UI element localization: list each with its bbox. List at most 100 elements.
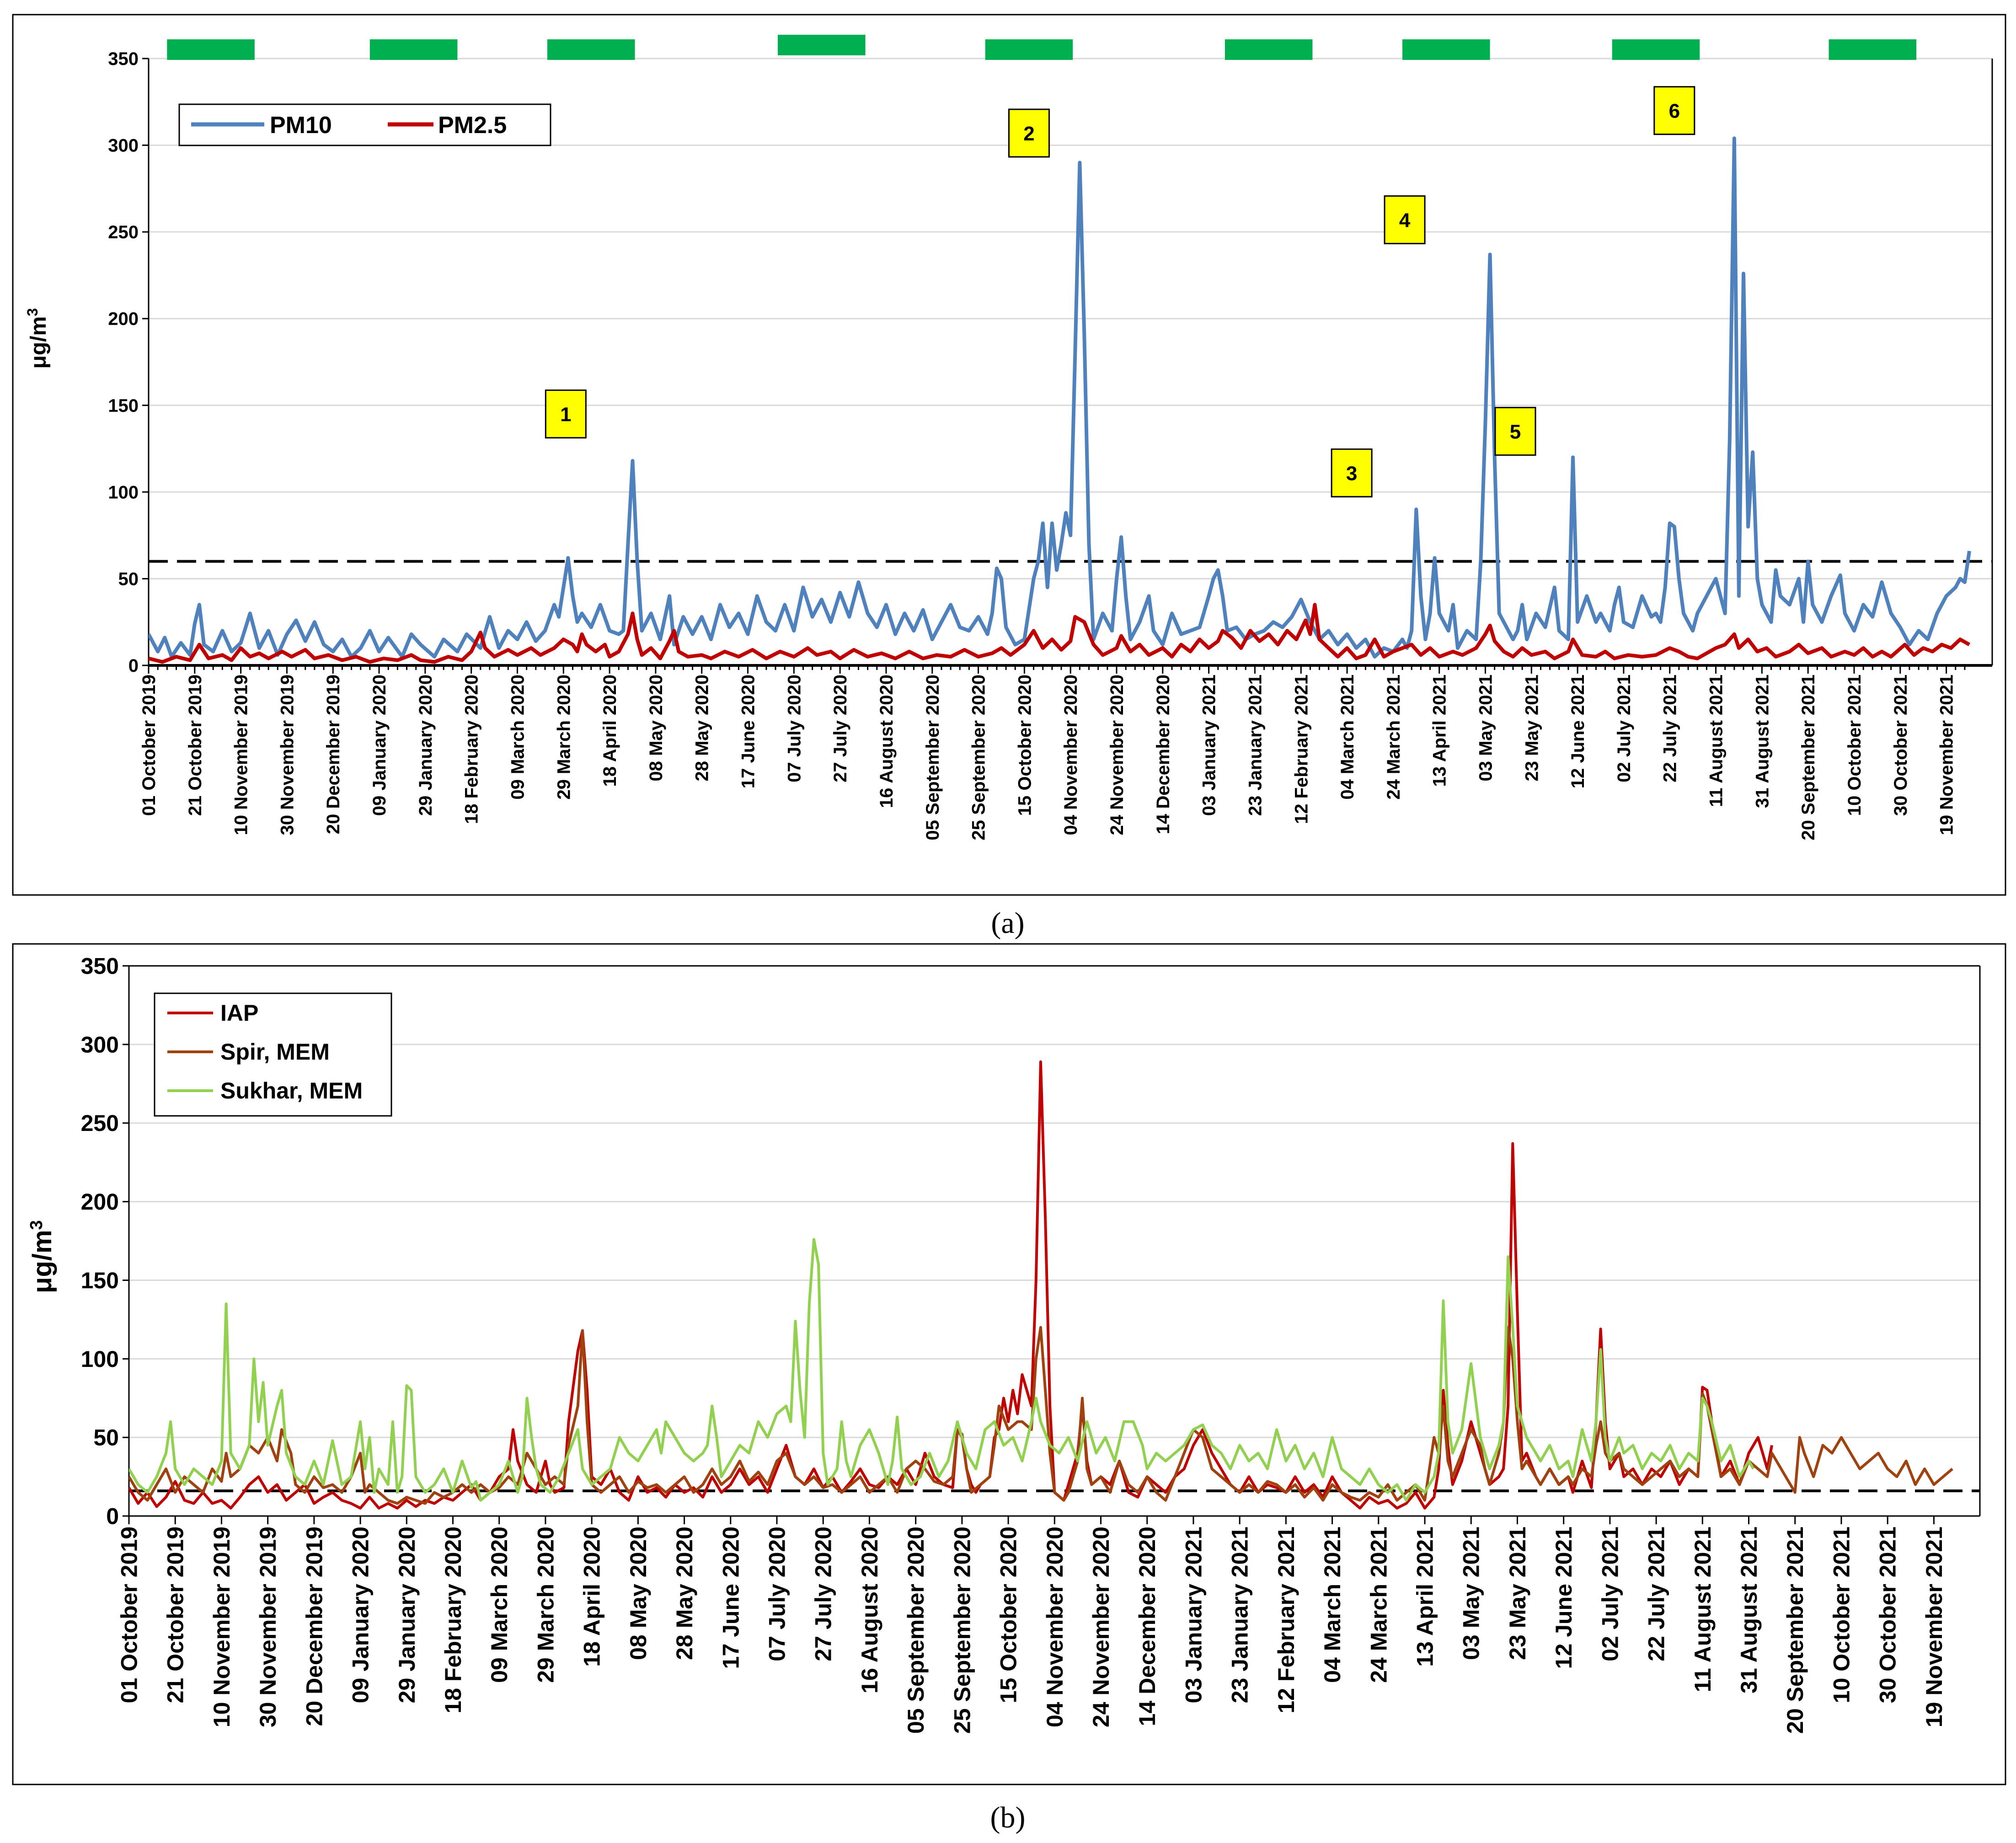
annotation-box bbox=[1494, 407, 1536, 456]
x-tick-label: 05 September 2020 bbox=[903, 1527, 929, 1734]
x-tick-label: 22 July 2021 bbox=[1644, 1527, 1669, 1661]
event-bar bbox=[369, 39, 458, 60]
annotation-label: 1 bbox=[560, 403, 571, 426]
x-tick-label: 10 November 2019 bbox=[209, 1527, 235, 1727]
legend-iap-label: IAP bbox=[220, 1000, 258, 1026]
x-tick-label: 18 April 2020 bbox=[579, 1527, 605, 1667]
event-bar bbox=[985, 39, 1073, 60]
y-tick-label: 300 bbox=[81, 1032, 119, 1057]
x-tick-label: 24 March 2021 bbox=[1366, 1527, 1391, 1683]
x-tick-label: 28 May 2020 bbox=[672, 1527, 697, 1660]
y-tick-label: 100 bbox=[81, 1346, 119, 1372]
x-tick-label: 20 December 2019 bbox=[301, 1527, 327, 1726]
y-tick-label: 50 bbox=[118, 569, 139, 589]
legend-pm25-label: PM2.5 bbox=[438, 112, 507, 139]
x-tick-label: 22 July 2021 bbox=[1660, 675, 1680, 782]
y-tick-label: 250 bbox=[108, 222, 139, 242]
x-tick-label: 04 November 2020 bbox=[1061, 675, 1081, 835]
x-tick-label: 15 October 2020 bbox=[996, 1527, 1021, 1703]
x-tick-label: 17 June 2020 bbox=[738, 675, 759, 788]
legend-sukhar-label: Sukhar, MEM bbox=[220, 1078, 363, 1104]
x-tick-label: 15 October 2020 bbox=[1015, 675, 1035, 816]
x-tick-label: 03 May 2021 bbox=[1476, 675, 1496, 782]
annotation-box bbox=[1008, 108, 1050, 158]
x-tick-label: 10 November 2019 bbox=[231, 675, 251, 835]
x-tick-label: 25 September 2020 bbox=[969, 675, 989, 840]
x-tick-label: 21 October 2019 bbox=[185, 675, 205, 816]
x-tick-label: 11 August 2021 bbox=[1690, 1527, 1716, 1692]
x-tick-label: 23 January 2021 bbox=[1245, 675, 1265, 816]
x-tick-label: 25 September 2020 bbox=[949, 1527, 975, 1734]
x-tick-label: 20 September 2021 bbox=[1798, 675, 1818, 840]
x-tick-label: 20 December 2019 bbox=[323, 675, 343, 834]
x-tick-label: 04 March 2021 bbox=[1320, 1527, 1345, 1683]
x-tick-label: 29 March 2020 bbox=[533, 1527, 558, 1683]
x-tick-label: 09 January 2020 bbox=[369, 675, 390, 816]
x-tick-label: 04 March 2021 bbox=[1337, 675, 1358, 800]
event-bar bbox=[547, 39, 635, 60]
x-tick-label: 30 November 2019 bbox=[277, 675, 297, 835]
x-tick-label: 07 July 2020 bbox=[784, 675, 804, 782]
annotation-box bbox=[545, 389, 587, 439]
x-tick-label: 10 October 2021 bbox=[1845, 675, 1865, 816]
x-tick-label: 17 June 2020 bbox=[718, 1527, 743, 1669]
legend-spir-label: Spir, MEM bbox=[220, 1039, 330, 1065]
x-tick-label: 19 November 2021 bbox=[1921, 1527, 1947, 1727]
x-tick-label: 29 March 2020 bbox=[554, 675, 574, 800]
x-tick-label: 30 October 2021 bbox=[1891, 675, 1911, 816]
y-tick-label: 100 bbox=[108, 482, 139, 503]
x-tick-label: 16 August 2020 bbox=[857, 1527, 882, 1693]
event-bar bbox=[1402, 39, 1490, 60]
y-tick-label: 350 bbox=[108, 49, 139, 69]
y-tick-label: 250 bbox=[81, 1110, 119, 1136]
x-tick-label: 23 May 2021 bbox=[1505, 1527, 1530, 1660]
x-tick-label: 30 November 2019 bbox=[255, 1527, 281, 1727]
x-tick-label: 19 November 2021 bbox=[1937, 675, 1957, 835]
series-line-spir-mem bbox=[129, 1326, 1953, 1505]
caption-b: (b) bbox=[990, 1801, 1026, 1834]
x-tick-label: 21 October 2019 bbox=[163, 1527, 188, 1703]
panel-b-chart: 0 50 100 150 200 250 300 350 01 October 2019 21 O… bbox=[81, 954, 1981, 1734]
x-tick-label: 20 September 2021 bbox=[1782, 1527, 1808, 1734]
x-tick-label: 14 December 2020 bbox=[1153, 675, 1173, 834]
series-line-pm2-5 bbox=[149, 603, 1970, 664]
x-tick-label: 14 December 2020 bbox=[1134, 1527, 1160, 1726]
x-tick-label: 13 April 2021 bbox=[1412, 1527, 1438, 1667]
annotation-label: 6 bbox=[1669, 100, 1680, 123]
x-tick-label: 18 April 2020 bbox=[600, 675, 620, 787]
event-bar bbox=[167, 39, 255, 60]
x-tick-label: 28 May 2020 bbox=[692, 675, 712, 782]
y-tick-label: 0 bbox=[106, 1504, 119, 1529]
x-tick-label: 03 January 2021 bbox=[1181, 1527, 1206, 1703]
x-tick-label: 09 January 2020 bbox=[348, 1527, 374, 1703]
y-tick-label: 350 bbox=[81, 954, 119, 979]
annotation-label: 3 bbox=[1346, 462, 1357, 485]
x-tick-label: 09 March 2020 bbox=[508, 675, 528, 800]
x-tick-label: 08 May 2020 bbox=[646, 675, 666, 782]
x-tick-label: 12 June 2021 bbox=[1551, 1527, 1577, 1669]
y-tick-label: 200 bbox=[81, 1189, 119, 1215]
y-tick-label: 50 bbox=[93, 1425, 119, 1451]
panel-a-chart: 0 50 100 150 200 250 300 350 01 October 2019 21 O… bbox=[108, 35, 1993, 840]
x-tick-label: 03 January 2021 bbox=[1199, 675, 1219, 816]
x-tick-label: 18 February 2020 bbox=[462, 675, 482, 824]
annotation-box bbox=[1384, 195, 1426, 245]
y-tick-label: 0 bbox=[128, 656, 139, 676]
x-tick-label: 31 August 2021 bbox=[1736, 1527, 1762, 1693]
x-tick-label: 08 May 2020 bbox=[626, 1527, 651, 1660]
annotation-box bbox=[1653, 86, 1695, 135]
y-tick-label: 150 bbox=[108, 396, 139, 416]
annotation-label: 5 bbox=[1510, 421, 1521, 443]
x-tick-label: 03 May 2021 bbox=[1459, 1527, 1484, 1660]
x-tick-label: 10 October 2021 bbox=[1829, 1527, 1854, 1703]
event-bar bbox=[778, 35, 866, 55]
panel-a-legend: PM10 PM2.5 bbox=[178, 103, 551, 146]
x-tick-label: 01 October 2019 bbox=[117, 1527, 142, 1703]
x-tick-label: 02 July 2021 bbox=[1597, 1527, 1623, 1661]
x-tick-label: 12 June 2021 bbox=[1568, 675, 1588, 788]
legend-pm10-label: PM10 bbox=[270, 112, 332, 139]
series-line-sukhar-mem bbox=[129, 1238, 1755, 1502]
x-tick-label: 12 February 2021 bbox=[1273, 1527, 1299, 1714]
x-tick-label: 05 September 2020 bbox=[923, 675, 943, 840]
